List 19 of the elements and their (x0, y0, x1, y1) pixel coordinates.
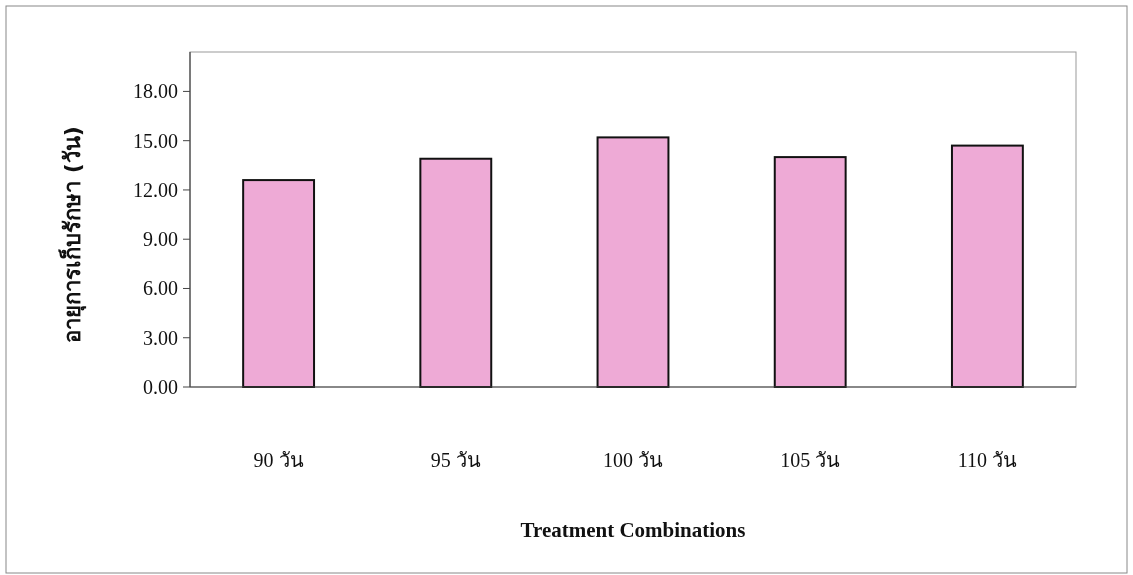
y-axis-title: อายุการเก็บรักษา (วัน) (57, 126, 87, 343)
y-tick-label: 18.00 (133, 80, 178, 103)
bar (596, 136, 670, 388)
bar (773, 156, 847, 388)
y-tick-label: 3.00 (143, 326, 178, 349)
x-tick-label: 100 วัน (603, 449, 663, 471)
x-axis-title: Treatment Combinations (520, 518, 746, 542)
bar (950, 144, 1024, 388)
y-tick-label: 12.00 (133, 178, 178, 201)
bar (419, 157, 493, 388)
x-tick-label: 110 วัน (957, 449, 1018, 471)
y-tick-label: 0.00 (143, 376, 178, 398)
x-tick-label: 90 วัน (253, 449, 304, 471)
y-tick-label: 15.00 (133, 129, 178, 152)
y-tick-label: 9.00 (143, 228, 178, 251)
x-tick-label: 105 วัน (780, 449, 841, 471)
y-tick-label: 6.00 (143, 277, 178, 300)
bar (242, 179, 316, 388)
x-tick-label: 95 วัน (430, 449, 481, 471)
